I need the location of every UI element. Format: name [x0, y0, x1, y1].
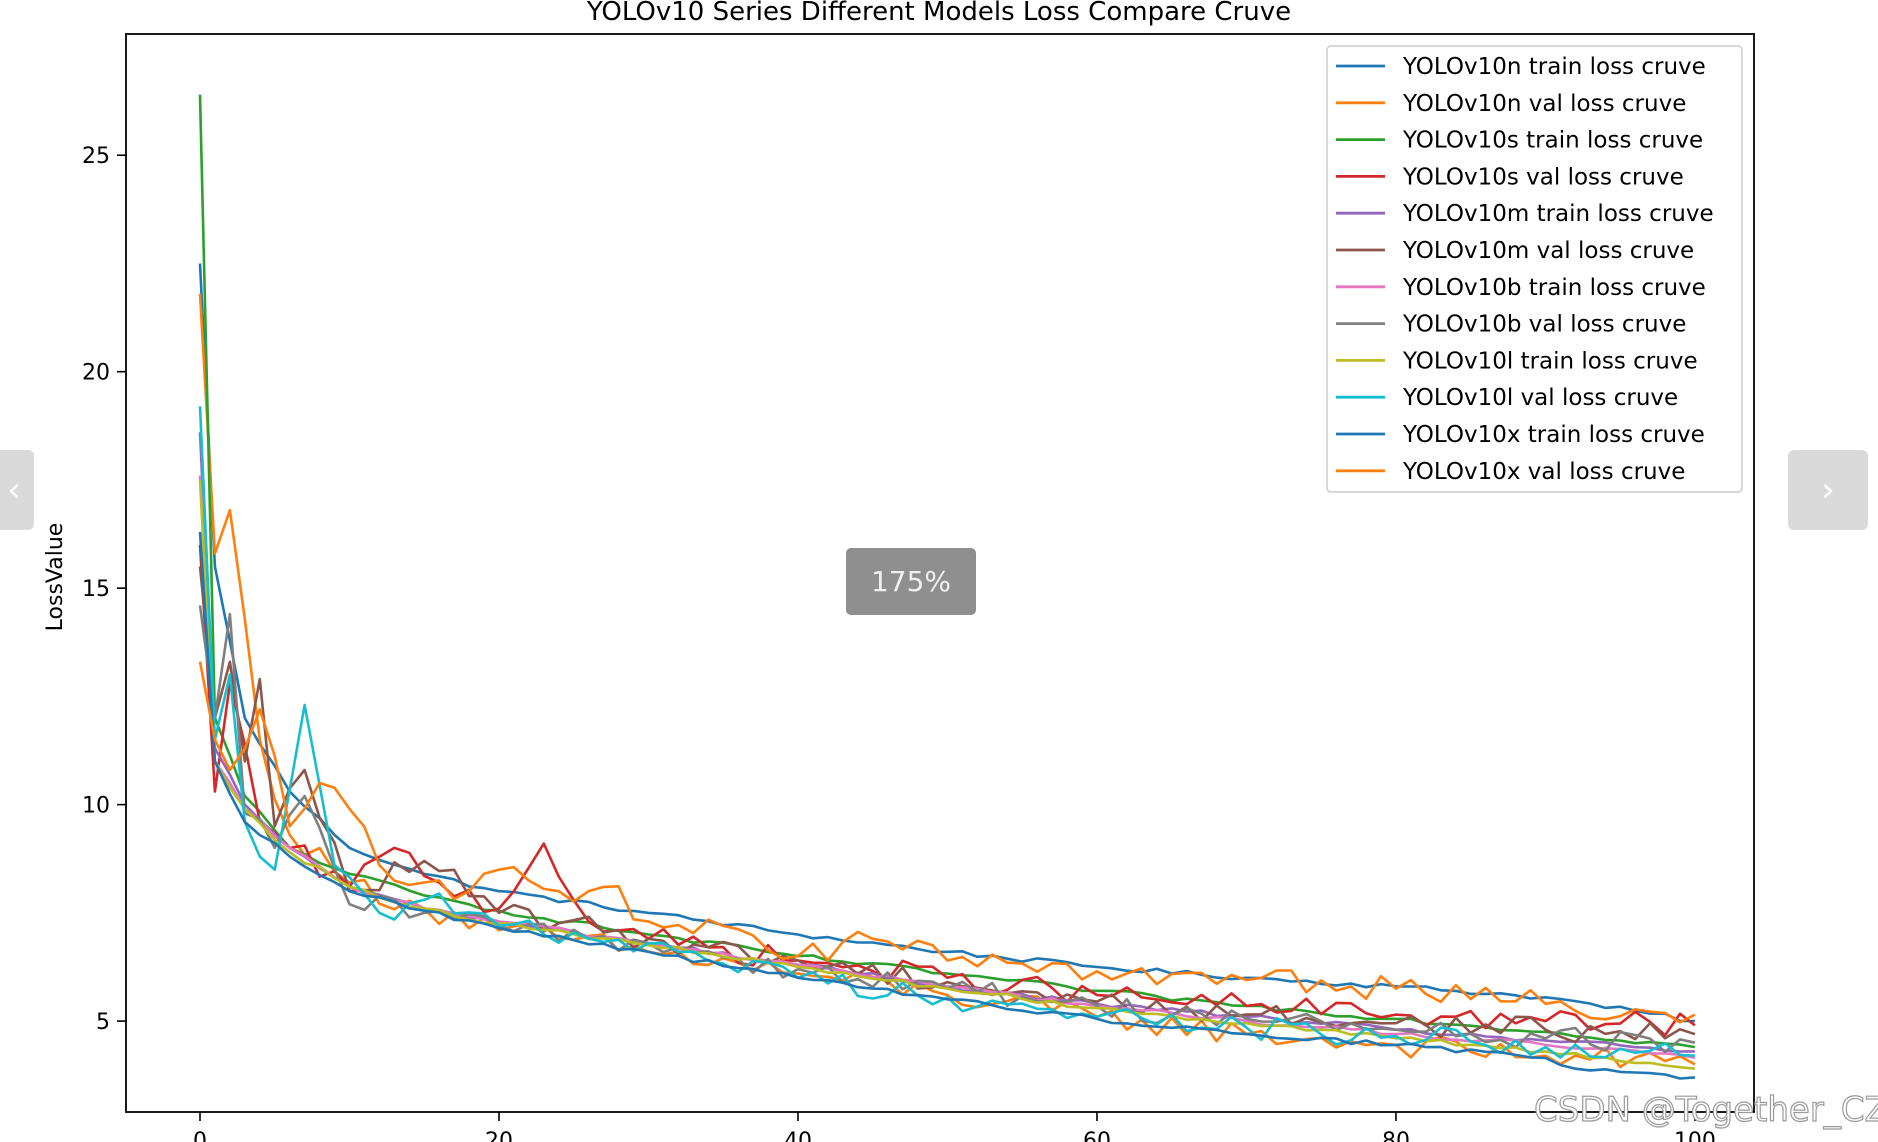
plot-frame	[125, 33, 1755, 1113]
series-line-6	[198, 566, 1696, 1044]
y-tick-label: 20	[82, 361, 110, 386]
axes-layer: 0 20 40 60 80 100 5 10 15 20 25	[82, 33, 1755, 1142]
chevron-right-icon: ›	[1821, 470, 1835, 510]
y-tick-label: 15	[82, 577, 110, 602]
x-tick-label: 20	[485, 1129, 513, 1142]
next-image-button[interactable]: ›	[1788, 450, 1868, 530]
series-layer	[198, 94, 1696, 1080]
series-line-1	[198, 263, 1695, 1023]
previous-image-button[interactable]: ‹	[0, 450, 34, 530]
legend-entry: YOLOv10m train loss cruve	[1402, 201, 1714, 227]
series-line-11	[198, 531, 1695, 1080]
zoom-level-badge: 175%	[846, 548, 976, 615]
x-tick-label: 0	[193, 1129, 207, 1142]
x-tick-label: 100	[1674, 1129, 1716, 1142]
series-line-9	[198, 479, 1696, 1070]
series-line-3	[198, 94, 1696, 1049]
series-line-10	[198, 406, 1695, 1059]
legend-entry: YOLOv10n val loss cruve	[1402, 91, 1686, 117]
x-tick-label: 40	[784, 1129, 812, 1142]
legend: YOLOv10n train loss cruve YOLOv10n val lo…	[1326, 45, 1743, 493]
legend-entry: YOLOv10l train loss cruve	[1402, 348, 1698, 374]
legend-entry: YOLOv10m val loss cruve	[1402, 238, 1694, 264]
legend-entry: YOLOv10n train loss cruve	[1402, 54, 1706, 80]
legend-entry: YOLOv10x val loss cruve	[1402, 459, 1685, 485]
series-line-12	[198, 661, 1696, 1024]
y-axis-label: LossValue	[43, 523, 68, 632]
legend-entry: YOLOv10l val loss cruve	[1402, 385, 1678, 411]
legend-entry: YOLOv10s val loss cruve	[1402, 164, 1684, 190]
x-tick-label: 80	[1382, 1129, 1410, 1142]
chart-title: YOLOv10 Series Different Models Loss Com…	[586, 0, 1291, 27]
y-tick-label: 25	[82, 144, 110, 169]
legend-entry: YOLOv10b train loss cruve	[1402, 275, 1706, 301]
legend-entry: YOLOv10b val loss cruve	[1402, 312, 1686, 338]
chevron-left-icon: ‹	[7, 470, 21, 510]
x-tick-label: 60	[1083, 1129, 1111, 1142]
y-tick-label: 10	[82, 794, 110, 819]
legend-entry: YOLOv10s train loss cruve	[1402, 128, 1703, 154]
y-tick-label: 5	[96, 1010, 110, 1035]
legend-entry: YOLOv10x train loss cruve	[1402, 422, 1705, 448]
watermark: CSDN @Together_CZ	[1533, 1089, 1878, 1130]
legend-box	[1326, 45, 1743, 493]
